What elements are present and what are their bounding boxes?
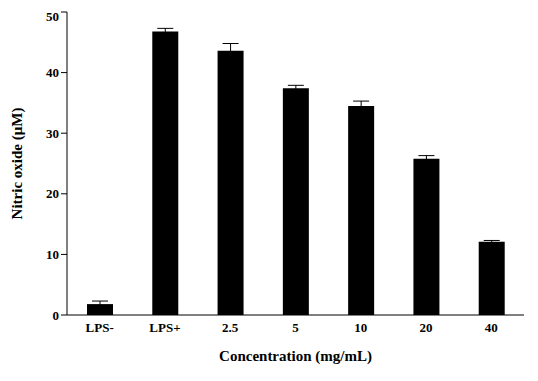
svg-text:Nitric oxide (μM): Nitric oxide (μM) bbox=[9, 108, 26, 220]
svg-text:10: 10 bbox=[46, 247, 59, 262]
svg-text:40: 40 bbox=[485, 320, 498, 335]
svg-text:LPS-: LPS- bbox=[86, 320, 114, 335]
svg-text:LPS+: LPS+ bbox=[149, 320, 180, 335]
svg-text:40: 40 bbox=[46, 65, 59, 80]
svg-text:2.5: 2.5 bbox=[222, 320, 239, 335]
svg-text:30: 30 bbox=[46, 126, 59, 141]
svg-text:20: 20 bbox=[46, 186, 59, 201]
svg-text:Concentration (mg/mL): Concentration (mg/mL) bbox=[219, 348, 372, 365]
svg-text:0: 0 bbox=[53, 308, 60, 323]
svg-text:5: 5 bbox=[292, 320, 299, 335]
svg-text:50: 50 bbox=[46, 9, 59, 24]
svg-text:20: 20 bbox=[420, 320, 433, 335]
svg-text:10: 10 bbox=[354, 320, 367, 335]
